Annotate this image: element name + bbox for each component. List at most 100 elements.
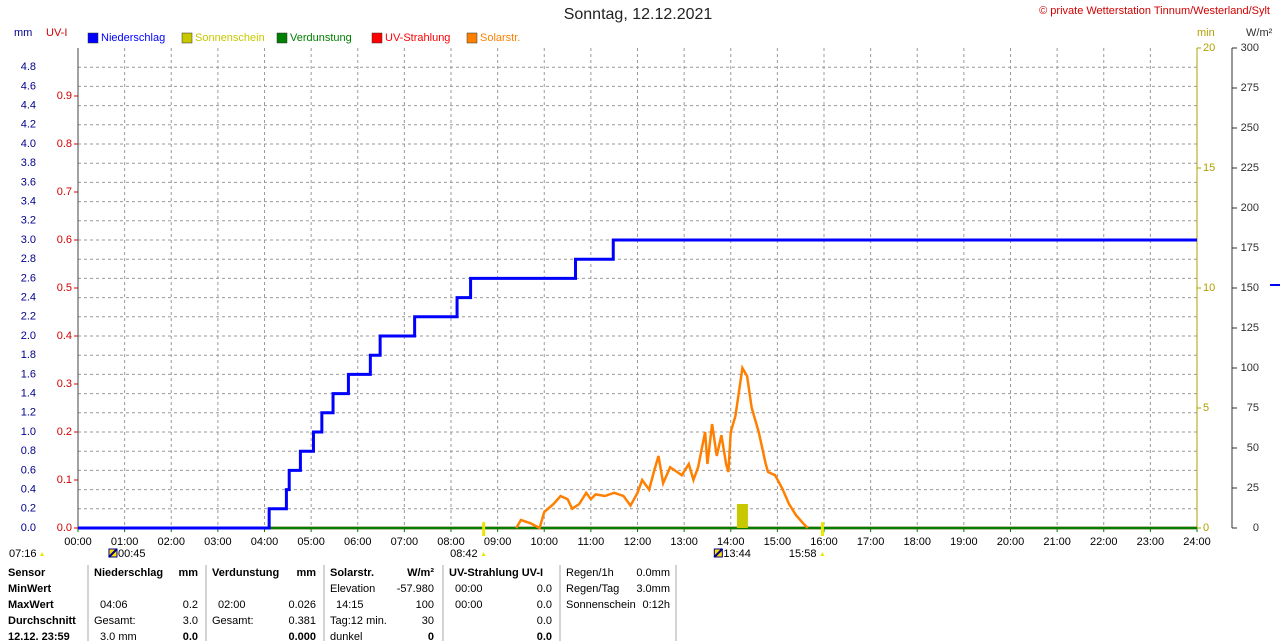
- legend-label: Verdunstung: [290, 32, 352, 44]
- y-tick-label: 1.4: [21, 388, 36, 400]
- table-value: 0:12h: [642, 599, 670, 611]
- moon-marker: [108, 548, 118, 558]
- table-value: 0.0: [537, 583, 552, 595]
- y-tick-label: 2.0: [21, 330, 36, 342]
- y2-tick-label: 0.3: [57, 378, 72, 390]
- series-line: [78, 238, 1197, 530]
- y4-tick-label: 100: [1241, 362, 1259, 374]
- table-label: Regen/Tag: [566, 583, 619, 595]
- y-tick-label: 3.4: [21, 196, 36, 208]
- y-tick-label: 2.4: [21, 292, 36, 304]
- table-value: 0.2: [183, 599, 198, 611]
- table-header: Verdunstung: [212, 567, 279, 579]
- moon-time: 00:45: [118, 548, 146, 560]
- y3-tick-label: 20: [1203, 42, 1215, 54]
- y-tick-label: 0.2: [21, 503, 36, 515]
- y3-tick-label: 15: [1203, 162, 1215, 174]
- table-label: 14:15: [336, 599, 364, 611]
- y2-tick-label: 0.4: [57, 330, 72, 342]
- y4-tick-label: 50: [1247, 442, 1259, 454]
- y4-tick-label: 25: [1247, 482, 1259, 494]
- y4-tick-label: 175: [1241, 242, 1259, 254]
- x-tick-label: 13:00: [670, 536, 698, 548]
- y-tick-label: 4.8: [21, 61, 36, 73]
- x-tick-label: 23:00: [1137, 536, 1165, 548]
- table-label: Durchschnitt: [8, 615, 76, 627]
- table-label: 12.12. 23:59: [8, 631, 70, 641]
- x-tick-label: 11:00: [578, 536, 605, 548]
- x-tick-label: 17:00: [857, 536, 885, 548]
- table-value: 30: [422, 615, 434, 627]
- x-tick-label: 18:00: [903, 536, 931, 548]
- sun-marker: [481, 552, 486, 556]
- legend-label: Sonnenschein: [195, 32, 265, 44]
- table-label: dunkel: [330, 631, 362, 641]
- y-tick-label: 4.0: [21, 138, 36, 150]
- x-tick-label: 02:00: [157, 536, 185, 548]
- x-tick-label: 00:00: [64, 536, 92, 548]
- x-tick-label: 24:00: [1183, 536, 1211, 548]
- y2-tick-label: 0.5: [57, 282, 72, 294]
- moon-marker: [713, 548, 724, 558]
- legend-label: Niederschlag: [101, 32, 165, 44]
- table-header: Niederschlag: [94, 567, 163, 579]
- y-tick-label: 3.0: [21, 234, 36, 246]
- table-label: 00:00: [455, 599, 483, 611]
- y4-axis-label: W/m²: [1246, 27, 1273, 39]
- y-tick-label: 1.6: [21, 368, 36, 380]
- table-unit: W/m²: [407, 567, 434, 579]
- y-tick-label: 4.6: [21, 80, 36, 92]
- sun-marker: [482, 522, 486, 536]
- y-tick-label: 4.4: [21, 100, 36, 112]
- legend-label: UV-Strahlung: [385, 32, 450, 44]
- y-tick-label: 2.8: [21, 253, 36, 265]
- y-tick-label: 3.2: [21, 215, 36, 227]
- x-tick-label: 10:00: [530, 536, 558, 548]
- y-tick-label: 2.6: [21, 272, 36, 284]
- table-header: UV-Strahlung UV-I: [449, 567, 543, 579]
- x-tick-label: 09:00: [484, 536, 512, 548]
- day-length: 07:16: [9, 548, 37, 560]
- legend-swatch: [371, 32, 383, 44]
- y2-tick-label: 0.1: [57, 474, 72, 486]
- x-tick-label: 01:00: [111, 536, 139, 548]
- series-line: [515, 364, 809, 530]
- sun-time: 15:58: [789, 548, 817, 560]
- y-tick-label: 4.2: [21, 119, 36, 131]
- sun-marker: [820, 522, 824, 536]
- table-value: 0.0: [537, 631, 552, 641]
- y-tick-label: 1.2: [21, 407, 36, 419]
- x-tick-label: 19:00: [950, 536, 978, 548]
- y3-tick-label: 0: [1203, 522, 1209, 534]
- sun-time: 08:42: [450, 548, 478, 560]
- y4-tick-label: 300: [1241, 42, 1259, 54]
- table-label: 04:06: [100, 599, 128, 611]
- table-label: MaxWert: [8, 599, 54, 611]
- table-unit: 0.0mm: [636, 567, 670, 579]
- y3-axis-label: min: [1197, 27, 1215, 39]
- y-tick-label: 1.8: [21, 349, 36, 361]
- x-tick-label: 16:00: [810, 536, 838, 548]
- x-tick-label: 14:00: [717, 536, 745, 548]
- table-unit: mm: [178, 567, 198, 579]
- y4-tick-label: 125: [1241, 322, 1259, 334]
- table-header: Regen/1h: [566, 567, 614, 579]
- x-tick-label: 03:00: [204, 536, 232, 548]
- y4-tick-label: 275: [1241, 82, 1259, 94]
- table-value: 100: [416, 599, 434, 611]
- sun-marker: [40, 552, 44, 556]
- sun-marker: [820, 552, 825, 556]
- table-value: 0.381: [288, 615, 316, 627]
- table-value: 0.000: [288, 631, 316, 641]
- copyright: © private Wetterstation Tinnum/Westerlan…: [1039, 5, 1270, 17]
- table-label: 02:00: [218, 599, 246, 611]
- table-label: Sonnenschein: [566, 599, 636, 611]
- legend-swatch: [276, 32, 288, 44]
- table-header: Sensor: [8, 567, 46, 579]
- y4-tick-label: 150: [1241, 282, 1259, 294]
- x-tick-label: 08:00: [437, 536, 465, 548]
- x-tick-label: 05:00: [297, 536, 325, 548]
- x-tick-label: 12:00: [624, 536, 652, 548]
- y-tick-label: 1.0: [21, 426, 36, 438]
